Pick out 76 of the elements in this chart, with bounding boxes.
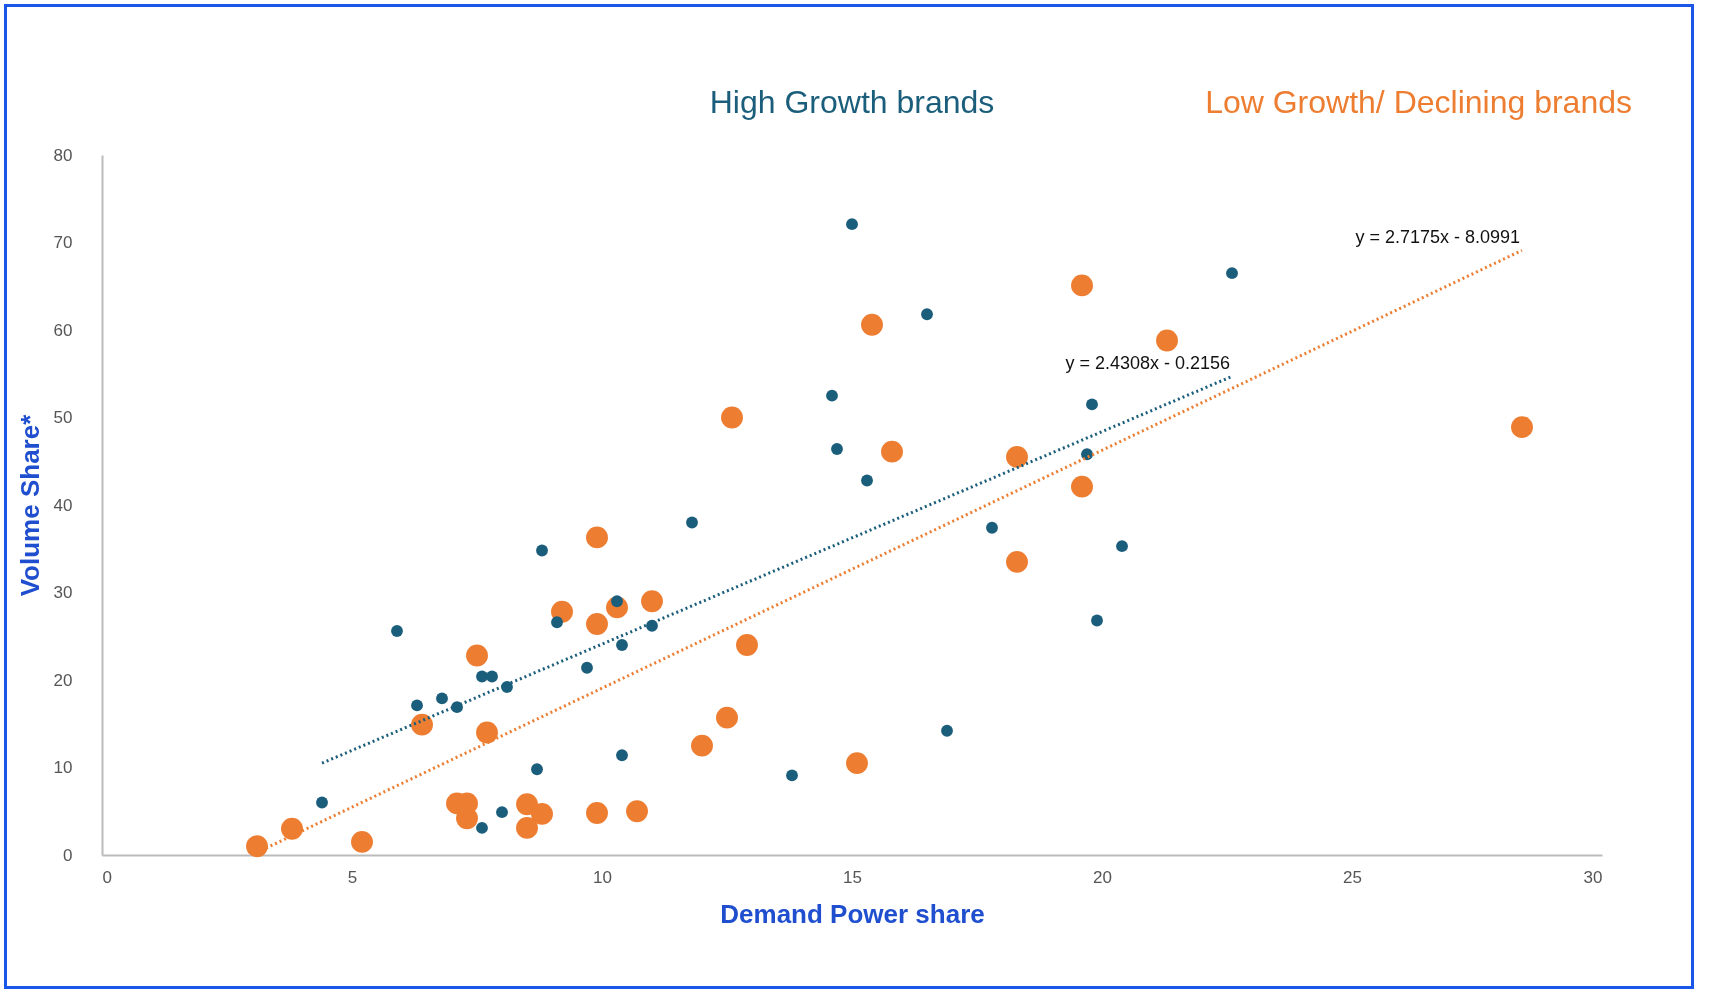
y-tick-label: 70 [53,233,73,252]
point [411,713,433,736]
point [941,724,953,737]
point [1091,614,1103,627]
point [586,802,608,824]
point [1226,267,1238,280]
point [516,816,538,839]
point [536,544,548,557]
point [531,763,543,776]
point [616,639,628,651]
y-tick-label: 30 [53,583,73,602]
point [986,521,998,534]
point [786,769,798,782]
y-tick-label: 10 [53,758,73,777]
point [456,807,478,830]
point [626,800,648,823]
y-tick-label: 80 [53,145,73,165]
point [246,835,268,858]
point [476,821,488,834]
x-tick-label: 10 [593,867,612,887]
point [486,670,498,683]
point [831,443,843,455]
point [716,706,738,729]
point [861,474,873,487]
point [826,389,838,402]
point [586,526,608,549]
x-tick-label: 20 [1093,867,1112,887]
point [881,440,903,463]
point [466,644,488,667]
point [551,616,563,629]
text: Low Growth/ Declining brands [1205,84,1632,120]
annotation: y = 2.4308x - 0.2156 [1065,353,1230,374]
x-axis-title: Demand Power share [720,898,985,929]
y-tick-label: 0 [63,845,73,865]
point [691,734,713,757]
point [581,661,593,674]
point [1116,540,1128,553]
y-tick-label: 60 [53,320,73,340]
point [391,625,403,637]
point [496,806,508,819]
x-tick-label: 25 [1343,867,1362,887]
point [516,793,538,816]
point [1071,274,1093,297]
point [476,721,498,744]
point [436,692,448,705]
point [1156,329,1178,352]
y-tick-label: 40 [53,495,73,515]
point [586,613,608,635]
point [411,699,423,712]
point [1511,416,1533,439]
point [861,313,883,336]
point [721,406,743,429]
x-tick-label: 15 [843,867,862,887]
point [686,516,698,529]
y-axis-title: Volume Share* [14,413,45,597]
point [846,218,858,231]
point [921,308,933,321]
point [316,796,328,809]
point [616,749,628,762]
point [531,802,553,825]
point [736,634,758,656]
point [281,817,303,840]
point [846,752,868,775]
point [351,830,373,853]
x-tick-label: 5 [347,867,358,887]
point [1086,398,1098,411]
y-tick-label: 20 [53,670,73,690]
point [1071,475,1093,498]
point [1006,550,1028,573]
x-tick-label: 0 [102,867,112,887]
text: High Growth brands [709,84,995,120]
y-tick-label: 50 [53,408,73,427]
point [641,590,663,613]
annotation: y = 2.7175x - 8.0991 [1355,227,1520,248]
point [1006,445,1028,468]
x-tick-label: 30 [1583,867,1603,887]
